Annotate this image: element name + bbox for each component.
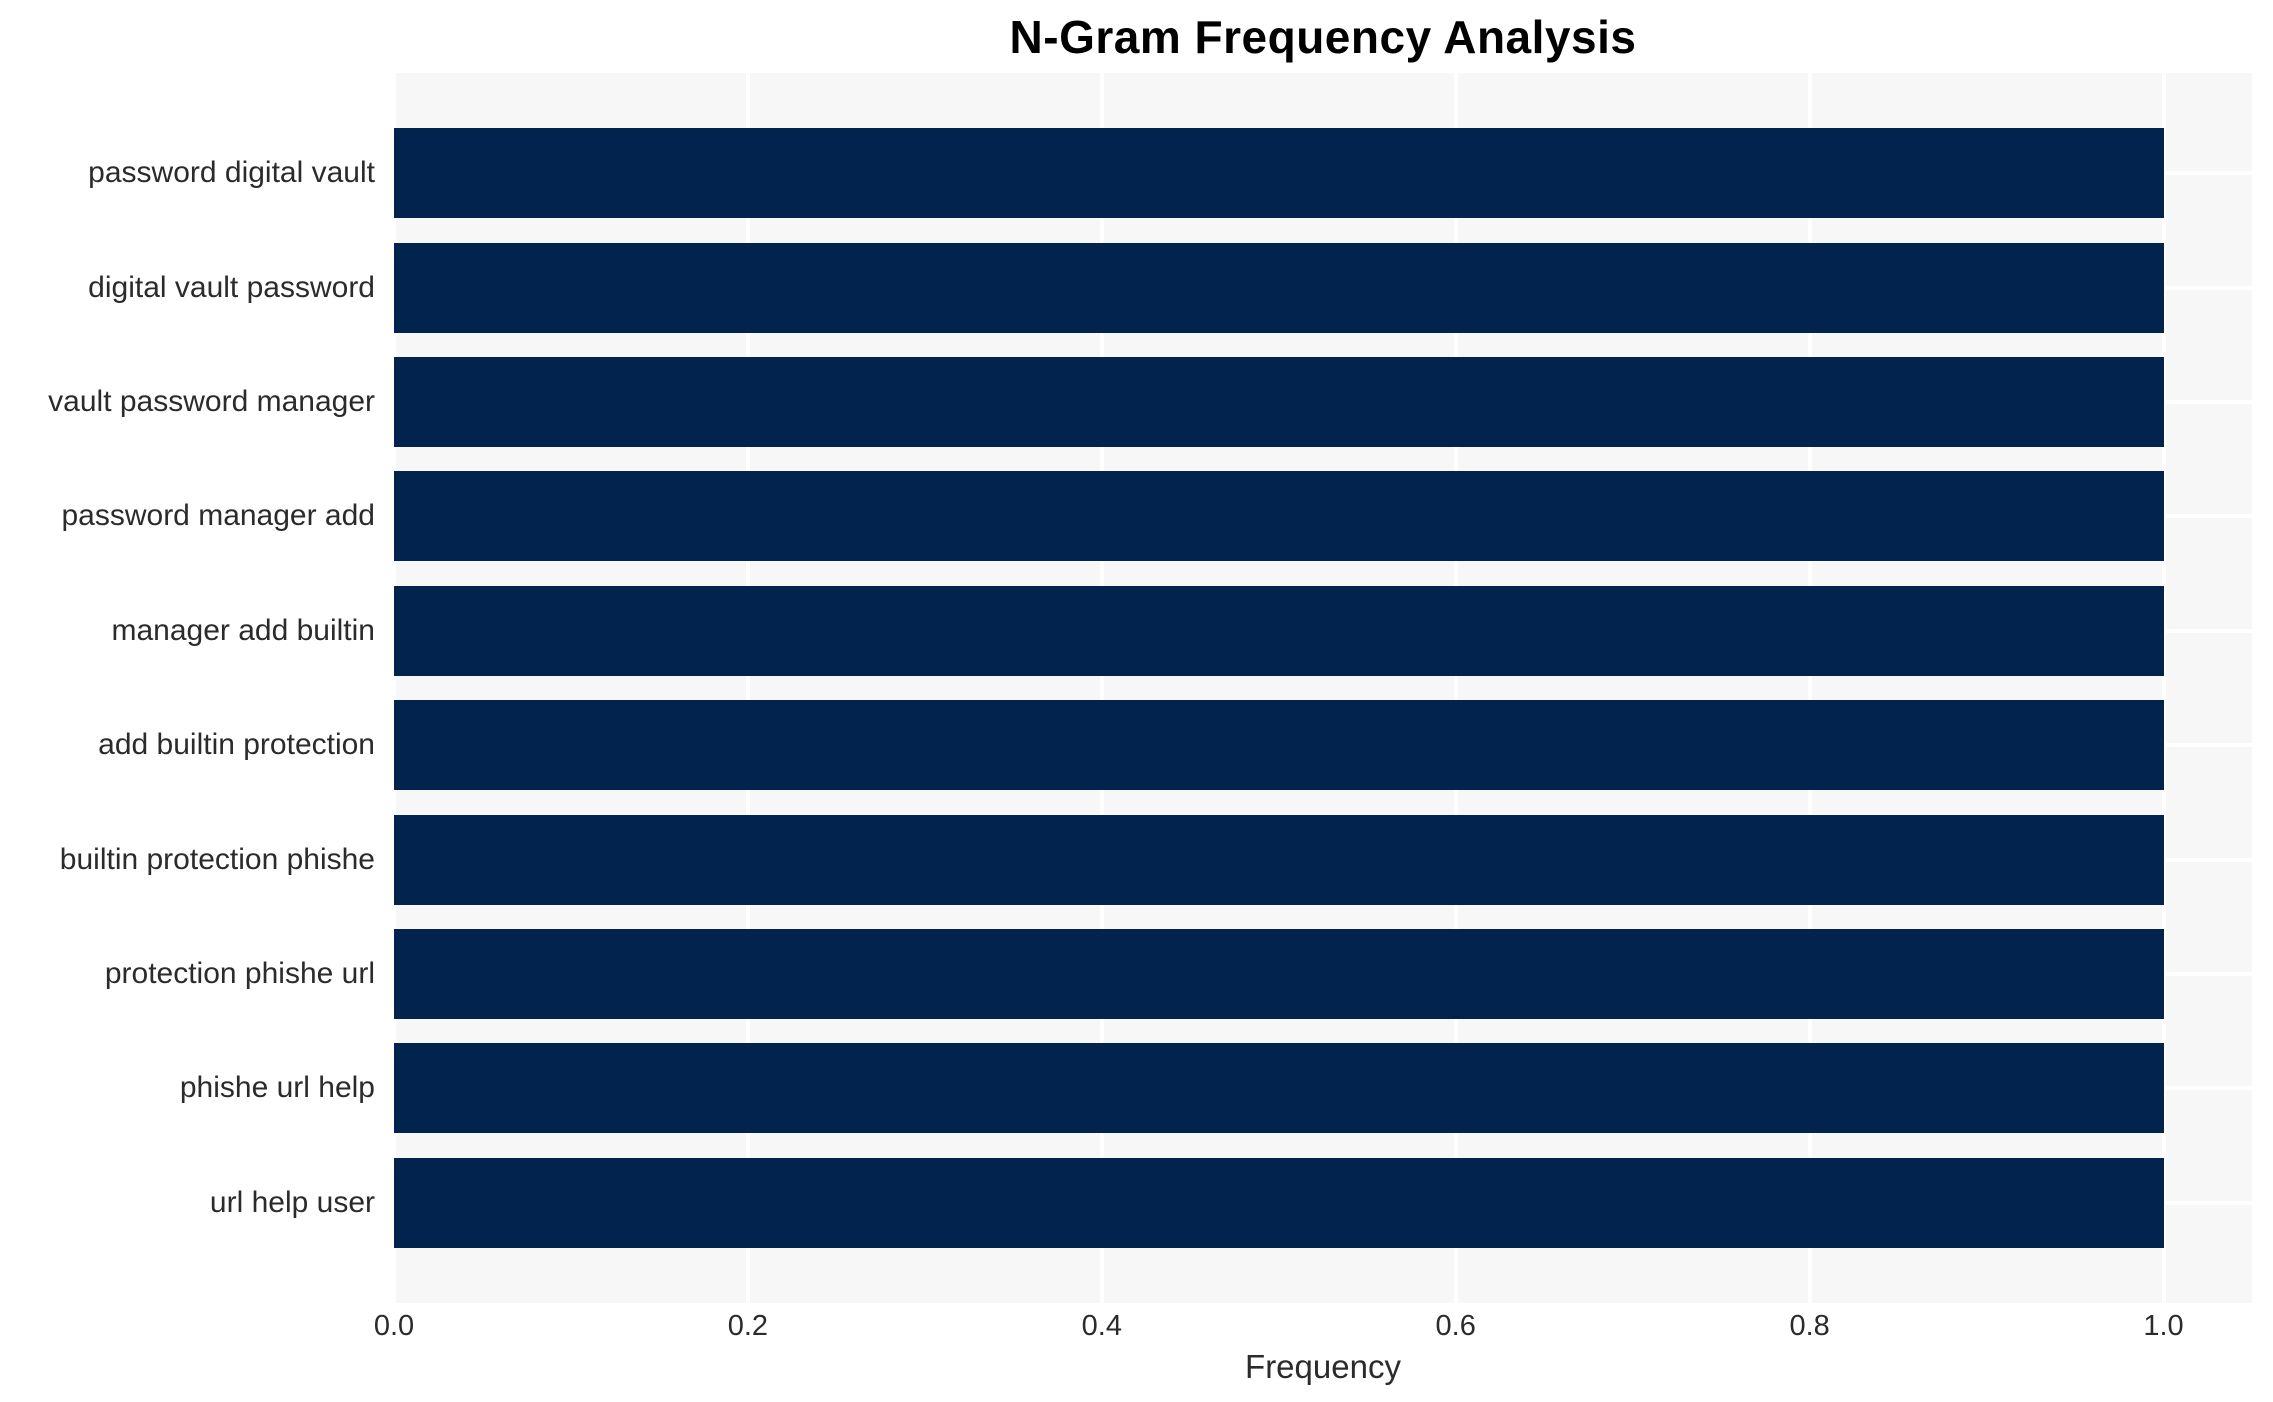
vertical-gridline [2161,73,2166,1303]
bar-row [394,802,2252,916]
vertical-gridline [745,73,750,1303]
y-tick-label: add builtin protection [98,728,375,762]
bar [394,128,2164,219]
x-tick-label: 0.0 [373,1310,415,1342]
vertical-gridline [392,73,396,1303]
y-tick-label: url help user [209,1185,375,1219]
x-tick-label: 0.8 [1789,1310,1830,1342]
bar [394,700,2164,791]
bar [394,471,2164,562]
bar [394,814,2164,905]
y-tick-label: password manager add [61,499,375,533]
vertical-gridline [1099,73,1104,1303]
chart-title: N-Gram Frequency Analysis [1009,11,1637,63]
x-tick-label: 0.2 [727,1310,769,1342]
y-tick-label: phishe url help [179,1071,375,1105]
x-tick-label: 0.6 [1435,1310,1476,1342]
y-tick-label: protection phishe url [104,956,375,990]
y-tick-label: digital vault password [88,270,375,304]
x-tick-label: 1.0 [2143,1310,2184,1342]
y-tick-label: manager add builtin [111,613,375,647]
bar [394,242,2164,333]
y-tick-label: password digital vault [88,156,375,190]
x-tick-label: 0.4 [1081,1310,1122,1342]
x-axis-ticks: 0.0 0.2 0.4 0.6 0.8 1.0 [374,1310,2252,1346]
bar [394,1043,2164,1134]
bar-row [394,116,2252,230]
bar [394,928,2164,1019]
vertical-gridline [1453,73,1458,1303]
bar-row [394,459,2252,573]
y-axis-labels: password digital vault digital vault pass… [0,73,385,1303]
bar-row [394,917,2252,1031]
bar-row [394,230,2252,344]
vertical-gridline [1807,73,1812,1303]
bar-row [394,345,2252,459]
plot-area [392,73,2252,1303]
bar [394,1157,2164,1248]
bar-row [394,1031,2252,1145]
bar [394,585,2164,676]
x-axis-label: Frequency [1245,1348,1401,1385]
bar-row [394,574,2252,688]
bar [394,356,2164,447]
bar-row [394,688,2252,802]
y-tick-label: builtin protection phishe [59,842,375,876]
y-tick-label: vault password manager [48,384,375,418]
bar-row [394,1146,2252,1260]
